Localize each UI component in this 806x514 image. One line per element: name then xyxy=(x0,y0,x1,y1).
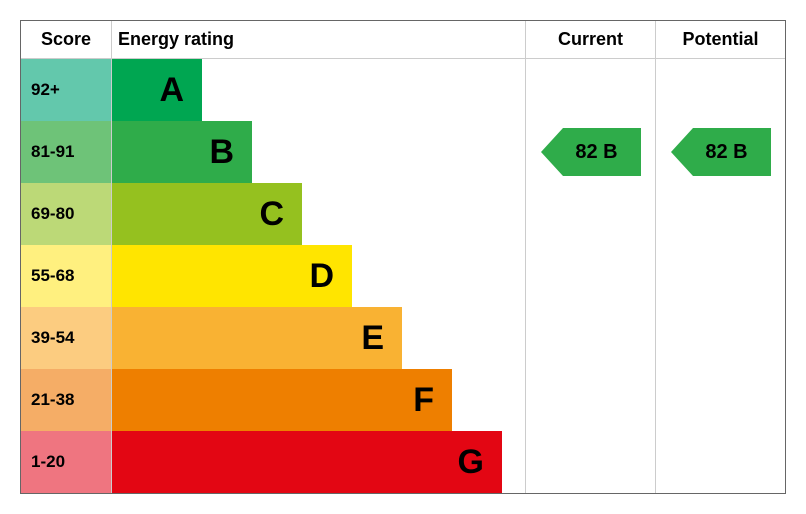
potential-cell xyxy=(655,245,785,307)
rating-bar-b: B xyxy=(112,121,252,183)
rating-row-b: 81-91B 82 B 82 B xyxy=(21,121,785,183)
rating-row-d: 55-68D xyxy=(21,245,785,307)
current-cell xyxy=(525,59,655,121)
bar-area: C xyxy=(111,183,525,245)
rating-rows: 92+A81-91B 82 B 82 B 69-80C55-68D39-54E21-3… xyxy=(21,59,785,493)
rating-row-a: 92+A xyxy=(21,59,785,121)
score-cell: 55-68 xyxy=(21,245,111,307)
potential-cell xyxy=(655,369,785,431)
potential-cell xyxy=(655,183,785,245)
bar-area: D xyxy=(111,245,525,307)
rating-bar-a: A xyxy=(112,59,202,121)
bar-area: E xyxy=(111,307,525,369)
header-row: Score Energy rating Current Potential xyxy=(21,21,785,59)
potential-badge-label: 82 B xyxy=(705,141,747,164)
epc-energy-rating-chart: Score Energy rating Current Potential 92… xyxy=(20,20,786,494)
header-score: Score xyxy=(21,21,111,58)
current-cell xyxy=(525,307,655,369)
score-cell: 81-91 xyxy=(21,121,111,183)
current-badge-label: 82 B xyxy=(575,141,617,164)
score-cell: 1-20 xyxy=(21,431,111,493)
rating-bar-g: G xyxy=(112,431,502,493)
current-cell xyxy=(525,183,655,245)
potential-cell xyxy=(655,307,785,369)
rating-row-f: 21-38F xyxy=(21,369,785,431)
potential-cell xyxy=(655,431,785,493)
current-cell xyxy=(525,245,655,307)
header-potential: Potential xyxy=(655,21,785,58)
bar-area: B xyxy=(111,121,525,183)
header-rating: Energy rating xyxy=(111,21,525,58)
score-cell: 21-38 xyxy=(21,369,111,431)
current-badge: 82 B xyxy=(541,128,641,176)
current-cell xyxy=(525,431,655,493)
potential-cell xyxy=(655,59,785,121)
rating-bar-e: E xyxy=(112,307,402,369)
score-cell: 39-54 xyxy=(21,307,111,369)
score-cell: 92+ xyxy=(21,59,111,121)
bar-area: A xyxy=(111,59,525,121)
bar-area: G xyxy=(111,431,525,493)
current-cell: 82 B xyxy=(525,121,655,183)
rating-bar-f: F xyxy=(112,369,452,431)
bar-area: F xyxy=(111,369,525,431)
rating-bar-c: C xyxy=(112,183,302,245)
potential-badge: 82 B xyxy=(671,128,771,176)
score-cell: 69-80 xyxy=(21,183,111,245)
header-current: Current xyxy=(525,21,655,58)
current-cell xyxy=(525,369,655,431)
rating-row-e: 39-54E xyxy=(21,307,785,369)
potential-cell: 82 B xyxy=(655,121,785,183)
rating-bar-d: D xyxy=(112,245,352,307)
rating-row-g: 1-20G xyxy=(21,431,785,493)
rating-row-c: 69-80C xyxy=(21,183,785,245)
